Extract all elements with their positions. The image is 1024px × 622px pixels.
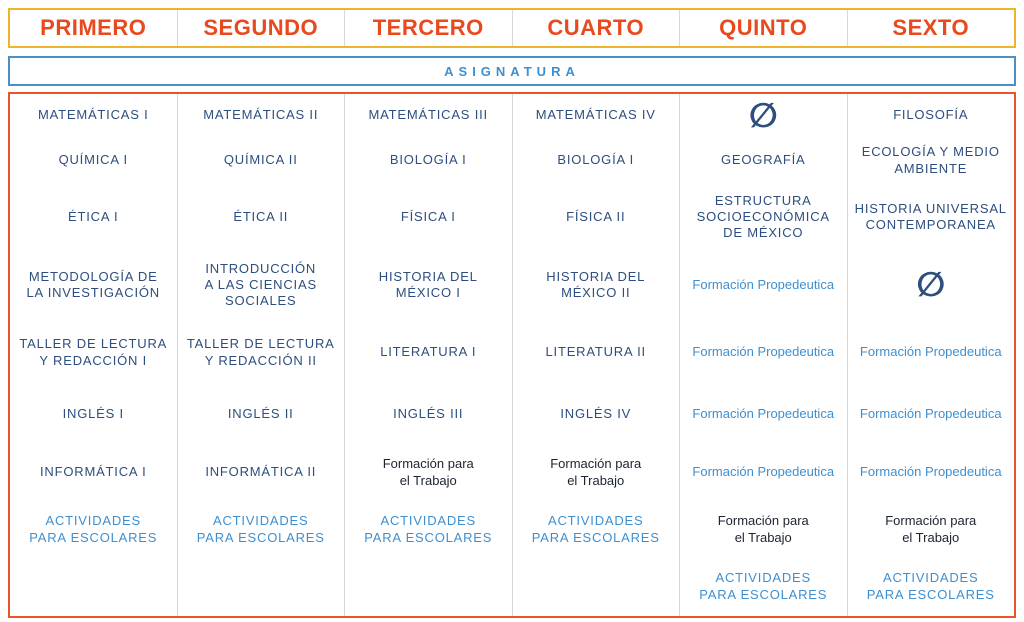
subject-cell: METODOLOGÍA DE LA INVESTIGACIÓN	[26, 268, 160, 300]
formacion-trabajo-cell: Formación para el Trabajo	[717, 512, 809, 545]
formacion-propedeutica-cell: Formación Propedeutica	[859, 405, 1002, 421]
subject-cell: MATEMÁTICAS IV	[535, 107, 656, 123]
subject-cell: TALLER DE LECTURA Y REDACCIÓN II	[186, 336, 335, 368]
actividades-cell: ACTIVIDADES PARA ESCOLARES	[866, 570, 995, 602]
actividades-cell: ACTIVIDADES PARA ESCOLARES	[531, 513, 660, 545]
subject-cell: FÍSICA II	[566, 208, 626, 224]
subject-cell: ECOLOGÍA Y MEDIO AMBIENTE	[861, 144, 1000, 176]
formacion-propedeutica-cell: Formación Propedeutica	[859, 464, 1002, 480]
empty-cell	[345, 557, 512, 616]
empty-set-symbol: ∅	[916, 265, 946, 305]
empty-cell	[513, 557, 680, 616]
subject-cell: GEOGRAFÍA	[721, 152, 806, 168]
subject-cell: INGLÉS I	[62, 405, 124, 421]
actividades-cell: ACTIVIDADES PARA ESCOLARES	[364, 513, 493, 545]
semester-header-segundo: SEGUNDO	[178, 10, 345, 46]
column-tercero: MATEMÁTICAS III BIOLOGÍA I FÍSICA I HISTORI…	[345, 94, 513, 616]
formacion-propedeutica-cell: Formación Propedeutica	[692, 405, 835, 421]
subject-cell: BIOLOGÍA I	[389, 152, 467, 168]
subject-cell: BIOLOGÍA I	[557, 152, 635, 168]
column-quinto: ∅ GEOGRAFÍA ESTRUCTURA SOCIOECONÓMICA DE M…	[680, 94, 848, 616]
asignatura-label: ASIGNATURA	[444, 63, 580, 79]
subject-cell: TALLER DE LECTURA Y REDACCIÓN I	[19, 336, 168, 368]
formacion-trabajo-cell: Formación para el Trabajo	[885, 512, 977, 545]
formacion-propedeutica-cell: Formación Propedeutica	[692, 276, 835, 292]
subject-cell: FÍSICA I	[400, 208, 456, 224]
semester-header-tercero: TERCERO	[345, 10, 513, 46]
subject-cell: HISTORIA DEL MÉXICO II	[546, 268, 646, 300]
semester-header-quinto: QUINTO	[680, 10, 848, 46]
subject-cell: HISTORIA DEL MÉXICO I	[378, 268, 478, 300]
semester-header-primero: PRIMERO	[10, 10, 178, 46]
column-segundo: MATEMÁTICAS II QUÍMICA II ÉTICA II INTRODUC…	[178, 94, 345, 616]
subject-cell: INGLÉS III	[393, 405, 464, 421]
subject-cell: INFORMÁTICA II	[205, 464, 317, 480]
empty-set-symbol: ∅	[748, 95, 778, 136]
subject-cell: INGLÉS II	[227, 405, 294, 421]
asignatura-bar: ASIGNATURA	[8, 56, 1016, 86]
formacion-propedeutica-cell: Formación Propedeutica	[859, 344, 1002, 360]
formacion-propedeutica-cell: Formación Propedeutica	[692, 344, 835, 360]
semester-header-sexto: SEXTO	[892, 15, 970, 40]
empty-cell	[178, 557, 345, 616]
subject-cell: LITERATURA I	[380, 344, 477, 360]
column-primero: MATEMÁTICAS I QUÍMICA I ÉTICA I METODOLOGÍA…	[10, 94, 178, 616]
subject-cell: FILOSOFÍA	[893, 107, 969, 123]
subject-cell: INGLÉS IV	[560, 405, 632, 421]
subject-cell: QUÍMICA I	[58, 152, 128, 168]
formacion-propedeutica-cell: Formación Propedeutica	[692, 464, 835, 480]
subject-cell: INTRODUCCIÓN A LAS CIENCIAS SOCIALES	[204, 260, 317, 309]
subject-cell: MATEMÁTICAS I	[37, 107, 149, 123]
subject-cell: ÉTICA II	[233, 208, 289, 224]
column-cuarto: MATEMÁTICAS IV BIOLOGÍA I FÍSICA II HISTORI…	[513, 94, 680, 616]
formacion-trabajo-cell: Formación para el Trabajo	[550, 455, 642, 488]
subject-cell: ESTRUCTURA SOCIOECONÓMICA DE MÉXICO	[696, 192, 830, 241]
subject-cell: MATEMÁTICAS II	[203, 107, 319, 123]
formacion-trabajo-cell: Formación para el Trabajo	[382, 455, 474, 488]
subject-cell: MATEMÁTICAS III	[368, 107, 488, 123]
subject-cell: QUÍMICA II	[223, 152, 298, 168]
actividades-cell: ACTIVIDADES PARA ESCOLARES	[29, 513, 158, 545]
subject-cell: INFORMÁTICA I	[40, 464, 147, 480]
empty-cell	[10, 557, 177, 616]
subject-cell: LITERATURA II	[545, 344, 646, 360]
semester-header-cuarto: CUARTO	[513, 10, 680, 46]
semester-header-row: PRIMERO SEGUNDO TERCERO CUARTO QUINTO SE…	[8, 8, 1016, 48]
subjects-grid: MATEMÁTICAS I QUÍMICA I ÉTICA I METODOLOGÍA…	[8, 92, 1016, 618]
actividades-cell: ACTIVIDADES PARA ESCOLARES	[699, 570, 828, 602]
subject-cell: HISTORIA UNIVERSAL CONTEMPORANEA	[854, 200, 1007, 232]
actividades-cell: ACTIVIDADES PARA ESCOLARES	[196, 513, 325, 545]
subject-cell: ÉTICA I	[68, 208, 119, 224]
column-sexto: FILOSOFÍA ECOLOGÍA Y MEDIO AMBIENTE HISTOR…	[848, 94, 1015, 616]
